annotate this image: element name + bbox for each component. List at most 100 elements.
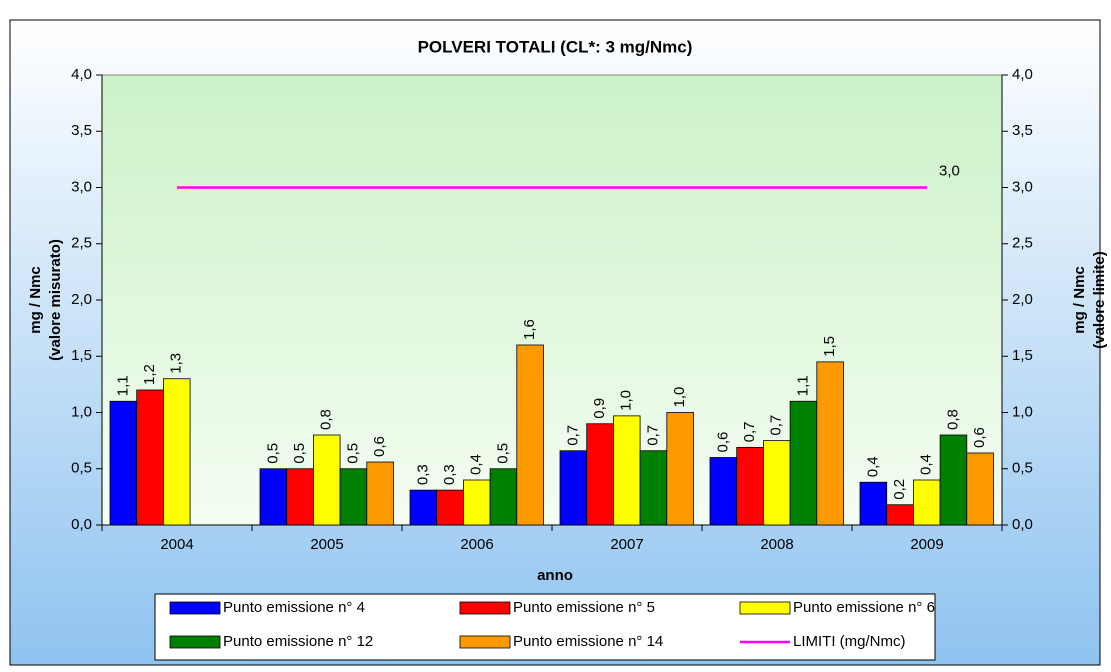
y-tick-label: 2,0	[71, 291, 92, 308]
data-label: 0,7	[644, 425, 661, 446]
bar	[939, 434, 968, 526]
y2-tick-label: 3,5	[1012, 122, 1033, 139]
x-tick-label: 2009	[910, 536, 943, 553]
y2-tick-label: 0,0	[1012, 516, 1033, 533]
legend-swatch	[169, 601, 221, 615]
bar	[639, 450, 668, 526]
legend-label: LIMITI (mg/Nmc)	[793, 633, 906, 650]
legend	[154, 593, 936, 661]
legend-swatch	[169, 635, 221, 649]
bar	[366, 461, 394, 526]
y-tick-label: 1,5	[71, 347, 92, 364]
bar	[339, 468, 368, 526]
bar	[736, 446, 764, 526]
bar	[886, 504, 914, 526]
y2-tick-label: 1,0	[1012, 403, 1033, 420]
data-label: 1,1	[794, 375, 811, 396]
data-label: 0,6	[971, 427, 988, 448]
data-label: 1,0	[671, 387, 688, 408]
x-tick-label: 2008	[760, 536, 793, 553]
y-tick-label: 4,0	[71, 66, 92, 83]
data-label: 0,6	[371, 436, 388, 457]
bar	[763, 440, 791, 526]
bar	[789, 400, 818, 526]
y-tick-label: 1,0	[71, 403, 92, 420]
bar	[312, 434, 341, 526]
y2-axis-label: (valore limite)	[1091, 251, 1108, 349]
bar	[516, 344, 544, 526]
y2-tick-label: 4,0	[1012, 66, 1033, 83]
y2-tick-label: 2,0	[1012, 291, 1033, 308]
data-label: 0,4	[918, 454, 935, 475]
bar	[489, 468, 518, 526]
plot-area	[101, 74, 1003, 526]
legend-swatch	[459, 601, 511, 615]
y2-tick-label: 0,5	[1012, 460, 1033, 477]
y-tick-label: 0,0	[71, 516, 92, 533]
data-label: 0,4	[864, 456, 881, 477]
legend-label: Punto emissione n° 4	[223, 599, 365, 616]
y-axis-label: mg / Nmc	[27, 266, 44, 334]
bar	[966, 452, 994, 526]
data-label: 0,3	[441, 464, 458, 485]
data-label: 0,8	[318, 409, 335, 430]
x-axis-label: anno	[537, 567, 573, 584]
data-label: 1,5	[821, 336, 838, 357]
y-tick-label: 3,5	[71, 122, 92, 139]
bar	[559, 450, 588, 526]
y-tick-label: 3,0	[71, 178, 92, 195]
data-label: 1,3	[168, 353, 185, 374]
data-label: 1,1	[114, 375, 131, 396]
y-axis-label: (valore misurato)	[47, 239, 64, 361]
chart-title: POLVERI TOTALI (CL*: 3 mg/Nmc)	[418, 37, 693, 56]
bar	[709, 457, 738, 526]
legend-swatch	[459, 635, 511, 649]
bar	[286, 468, 314, 526]
data-label: 0,5	[264, 443, 281, 464]
y2-axis-label: mg / Nmc	[1071, 266, 1088, 334]
bar	[136, 389, 164, 526]
legend-swatch	[739, 601, 791, 615]
bar	[109, 400, 138, 526]
bar	[816, 361, 844, 526]
y2-tick-label: 1,5	[1012, 347, 1033, 364]
x-tick-label: 2005	[310, 536, 343, 553]
data-label: 0,2	[891, 479, 908, 500]
bar	[462, 479, 491, 526]
data-label: 1,6	[521, 319, 538, 340]
bar	[859, 481, 888, 526]
bar	[913, 479, 941, 526]
data-label: 0,7	[768, 415, 785, 436]
bar	[613, 415, 641, 526]
x-tick-label: 2004	[160, 536, 193, 553]
legend-label: Punto emissione n° 14	[513, 633, 663, 650]
legend-label: Punto emissione n° 5	[513, 599, 655, 616]
y2-tick-label: 3,0	[1012, 178, 1033, 195]
y-tick-label: 2,5	[71, 235, 92, 252]
legend-label: Punto emissione n° 12	[223, 633, 373, 650]
bar	[586, 423, 614, 526]
data-label: 0,6	[714, 432, 731, 453]
bar	[666, 412, 694, 526]
x-tick-label: 2006	[460, 536, 493, 553]
data-label: 0,5	[291, 443, 308, 464]
data-label: 0,3	[414, 464, 431, 485]
data-label: 1,2	[141, 364, 158, 385]
bar	[162, 378, 191, 526]
bar	[436, 489, 464, 526]
bar	[259, 468, 288, 526]
data-label: 3,0	[939, 162, 960, 179]
bar	[409, 489, 438, 526]
x-tick-label: 2007	[610, 536, 643, 553]
legend-label: Punto emissione n° 6	[793, 599, 935, 616]
data-label: 0,5	[494, 443, 511, 464]
data-label: 1,0	[618, 390, 635, 411]
data-label: 0,4	[468, 454, 485, 475]
y-tick-label: 0,5	[71, 460, 92, 477]
data-label: 0,7	[741, 422, 758, 443]
data-label: 0,8	[944, 409, 961, 430]
data-label: 0,7	[564, 425, 581, 446]
data-label: 0,9	[591, 398, 608, 419]
data-label: 0,5	[344, 443, 361, 464]
